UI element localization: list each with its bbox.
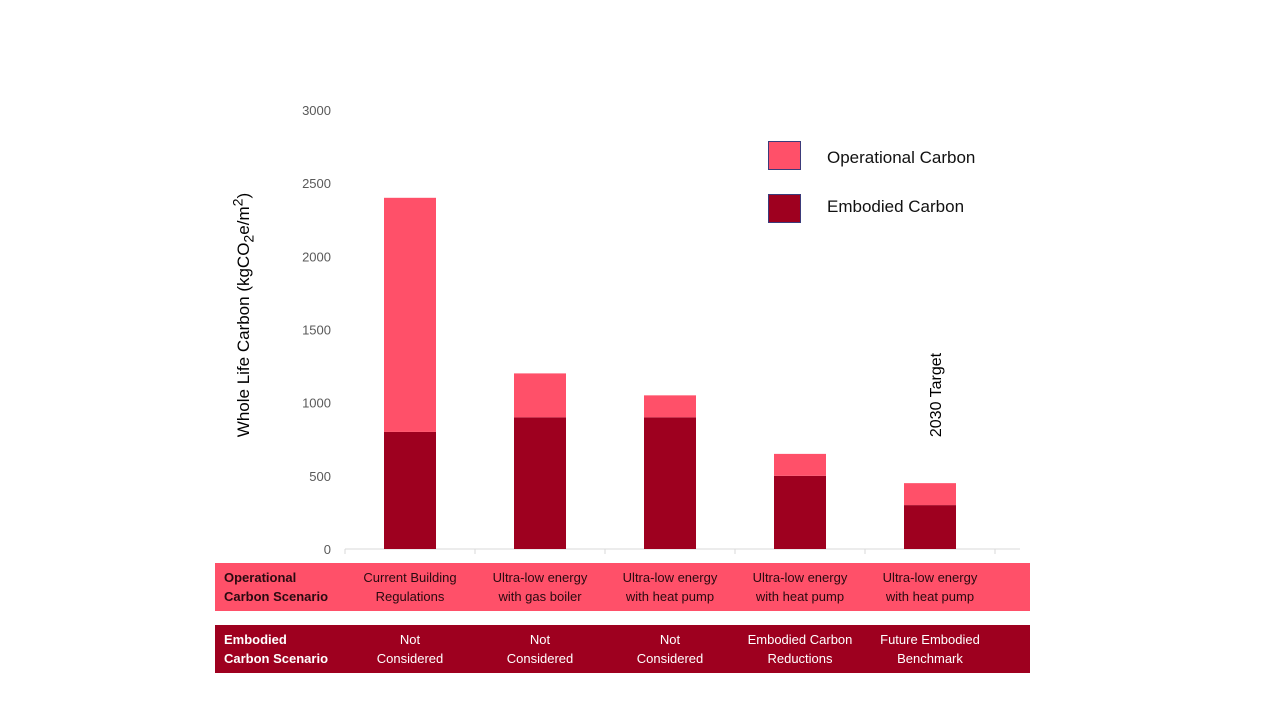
operational-scenario-row: Operational Carbon Scenario Current Buildi…: [215, 563, 1030, 611]
embodied-scenario-row: Embodied Carbon Scenario Not Considered Not C…: [215, 625, 1030, 673]
annotation-2030-target: 2030 Target: [928, 352, 945, 438]
operational-scenario-cell: Ultra-low energy with gas boiler: [492, 570, 588, 604]
operational-scenario-header: Operational Carbon Scenario: [224, 570, 329, 604]
embodied-scenario-cell: Future Embodied Benchmark: [880, 632, 980, 666]
bar-operational-carbon: [514, 373, 566, 418]
bar-operational-carbon: [644, 395, 696, 418]
embodied-scenario-header: Embodied Carbon Scenario: [224, 632, 329, 666]
y-tick-label: 500: [309, 469, 331, 484]
legend-label-operational: Operational Carbon: [827, 148, 976, 167]
embodied-scenario-cell: Not Considered: [506, 632, 574, 666]
embodied-scenario-cell: Not Considered: [376, 632, 444, 666]
embodied-scenario-cell: Not Considered: [636, 632, 704, 666]
bar-operational-carbon: [384, 197, 436, 432]
legend-swatch-embodied: [768, 194, 801, 223]
bar-embodied-carbon: [904, 505, 956, 549]
bar-embodied-carbon: [384, 431, 436, 549]
operational-scenario-cell: Ultra-low energy with heat pump: [752, 570, 848, 604]
y-tick-label: 1500: [302, 323, 331, 338]
embodied-scenario-cell: Embodied Carbon Reductions: [747, 632, 853, 666]
y-tick-label: 0: [324, 542, 331, 557]
operational-scenario-cell: Ultra-low energy with heat pump: [882, 570, 978, 604]
legend-label-embodied: Embodied Carbon: [827, 197, 965, 216]
bar-operational-carbon: [774, 453, 826, 476]
bar-embodied-carbon: [514, 417, 566, 549]
bar-operational-carbon: [904, 483, 956, 506]
y-axis-label: Whole Life Carbon (kgCO2e/m2): [230, 192, 258, 438]
operational-scenario-cell: Current Building Regulations: [363, 570, 457, 604]
operational-scenario-cell: Ultra-low energy with heat pump: [622, 570, 718, 604]
y-tick-label: 3000: [302, 103, 331, 118]
bar-embodied-carbon: [774, 475, 826, 549]
y-tick-label: 1000: [302, 396, 331, 411]
y-tick-label: 2500: [302, 176, 331, 191]
y-tick-label: 2000: [302, 249, 331, 264]
legend-swatch-operational: [768, 141, 801, 170]
bar-embodied-carbon: [644, 417, 696, 549]
